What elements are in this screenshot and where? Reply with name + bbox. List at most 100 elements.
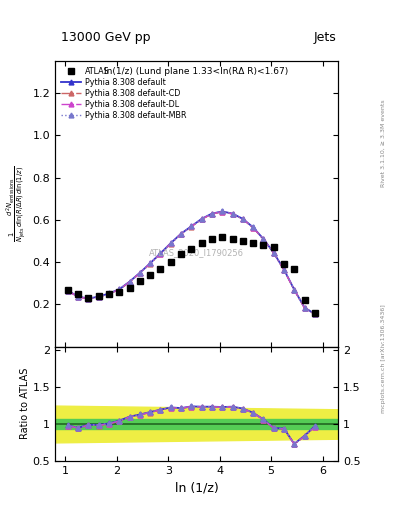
ATLAS [312, 310, 317, 316]
Pythia 8.308 default [86, 295, 91, 302]
Pythia 8.308 default-MBR [96, 293, 101, 300]
Pythia 8.308 default-CD [158, 251, 163, 257]
Pythia 8.308 default-DL [148, 261, 152, 267]
ATLAS [230, 236, 235, 242]
ATLAS [96, 293, 101, 299]
Pythia 8.308 default [107, 290, 111, 296]
Y-axis label: Ratio to ATLAS: Ratio to ATLAS [20, 368, 30, 439]
Pythia 8.308 default-CD [127, 279, 132, 285]
Pythia 8.308 default-CD [199, 216, 204, 222]
Pythia 8.308 default-CD [179, 231, 184, 237]
Pythia 8.308 default [261, 236, 266, 242]
Line: ATLAS: ATLAS [65, 234, 318, 316]
Pythia 8.308 default [292, 287, 297, 293]
Pythia 8.308 default-CD [209, 211, 214, 217]
Pythia 8.308 default-MBR [251, 224, 255, 230]
Pythia 8.308 default-DL [241, 216, 245, 222]
Pythia 8.308 default-CD [76, 294, 81, 300]
ATLAS [117, 289, 122, 295]
Pythia 8.308 default-CD [86, 296, 91, 302]
ATLAS [199, 240, 204, 246]
Pythia 8.308 default [220, 208, 224, 215]
ATLAS [282, 261, 286, 267]
Pythia 8.308 default-DL [66, 288, 70, 294]
Pythia 8.308 default-DL [179, 231, 184, 237]
Pythia 8.308 default [76, 293, 81, 300]
Pythia 8.308 default [302, 305, 307, 311]
Pythia 8.308 default-MBR [189, 223, 194, 229]
Pythia 8.308 default-MBR [199, 216, 204, 222]
ATLAS [261, 242, 266, 248]
Pythia 8.308 default [148, 260, 152, 266]
Pythia 8.308 default-CD [261, 236, 266, 242]
Pythia 8.308 default-DL [127, 279, 132, 285]
Pythia 8.308 default [312, 311, 317, 317]
Pythia 8.308 default-CD [169, 241, 173, 247]
Pythia 8.308 default [169, 240, 173, 246]
Pythia 8.308 default-MBR [282, 267, 286, 273]
Pythia 8.308 default [271, 249, 276, 255]
Pythia 8.308 default-MBR [271, 249, 276, 255]
Text: 13000 GeV pp: 13000 GeV pp [61, 31, 151, 44]
ATLAS [66, 287, 70, 293]
ATLAS [138, 278, 142, 284]
Pythia 8.308 default [127, 279, 132, 285]
Pythia 8.308 default [179, 230, 184, 237]
Pythia 8.308 default-MBR [138, 270, 142, 276]
Pythia 8.308 default-CD [292, 287, 297, 293]
Pythia 8.308 default-CD [230, 211, 235, 217]
Pythia 8.308 default-MBR [261, 236, 266, 242]
ATLAS [209, 236, 214, 242]
Pythia 8.308 default [241, 216, 245, 222]
Pythia 8.308 default-CD [271, 250, 276, 256]
Pythia 8.308 default-CD [117, 287, 122, 293]
Line: Pythia 8.308 default-MBR: Pythia 8.308 default-MBR [66, 209, 317, 316]
Pythia 8.308 default-DL [189, 223, 194, 229]
ATLAS [158, 265, 163, 271]
ATLAS [76, 291, 81, 297]
Pythia 8.308 default [158, 250, 163, 257]
Pythia 8.308 default-MBR [107, 290, 111, 296]
Pythia 8.308 default-CD [220, 209, 224, 215]
Text: ln(1/z) (Lund plane 1.33<ln(RΔ R)<1.67): ln(1/z) (Lund plane 1.33<ln(RΔ R)<1.67) [105, 67, 288, 76]
Pythia 8.308 default-MBR [66, 288, 70, 294]
ATLAS [302, 297, 307, 303]
Text: ATLAS_2020_I1790256: ATLAS_2020_I1790256 [149, 248, 244, 257]
ATLAS [251, 240, 255, 246]
Pythia 8.308 default-MBR [220, 208, 224, 215]
Pythia 8.308 default-CD [107, 291, 111, 297]
ATLAS [107, 291, 111, 297]
Pythia 8.308 default-DL [158, 250, 163, 257]
Pythia 8.308 default [199, 216, 204, 222]
Pythia 8.308 default-DL [271, 250, 276, 256]
Pythia 8.308 default-DL [251, 224, 255, 230]
Pythia 8.308 default-DL [220, 208, 224, 215]
Pythia 8.308 default-MBR [76, 293, 81, 300]
Pythia 8.308 default [138, 270, 142, 276]
Pythia 8.308 default-DL [117, 286, 122, 292]
Text: Jets: Jets [313, 31, 336, 44]
ATLAS [179, 251, 184, 257]
Pythia 8.308 default-DL [199, 216, 204, 222]
Pythia 8.308 default-MBR [117, 286, 122, 292]
Pythia 8.308 default-CD [282, 267, 286, 273]
ATLAS [220, 234, 224, 240]
Pythia 8.308 default-MBR [158, 250, 163, 257]
Y-axis label: $\frac{1}{N_\mathrm{jets}}\frac{d^2 N_\mathrm{emissions}}{d\ln(R/\Delta R)\,d\ln: $\frac{1}{N_\mathrm{jets}}\frac{d^2 N_\m… [5, 166, 28, 242]
Pythia 8.308 default-CD [138, 270, 142, 276]
Legend: ATLAS, Pythia 8.308 default, Pythia 8.308 default-CD, Pythia 8.308 default-DL, P: ATLAS, Pythia 8.308 default, Pythia 8.30… [59, 66, 188, 122]
Pythia 8.308 default-DL [302, 305, 307, 311]
Pythia 8.308 default-MBR [127, 279, 132, 285]
Pythia 8.308 default [117, 286, 122, 292]
Pythia 8.308 default [96, 293, 101, 300]
Pythia 8.308 default [66, 288, 70, 294]
Pythia 8.308 default-MBR [230, 210, 235, 217]
ATLAS [271, 244, 276, 250]
Pythia 8.308 default-DL [138, 270, 142, 276]
Pythia 8.308 default-DL [282, 267, 286, 273]
Pythia 8.308 default-CD [251, 225, 255, 231]
ATLAS [148, 272, 152, 278]
Pythia 8.308 default-CD [66, 288, 70, 294]
Pythia 8.308 default-MBR [148, 260, 152, 266]
Line: Pythia 8.308 default-DL: Pythia 8.308 default-DL [66, 209, 317, 316]
